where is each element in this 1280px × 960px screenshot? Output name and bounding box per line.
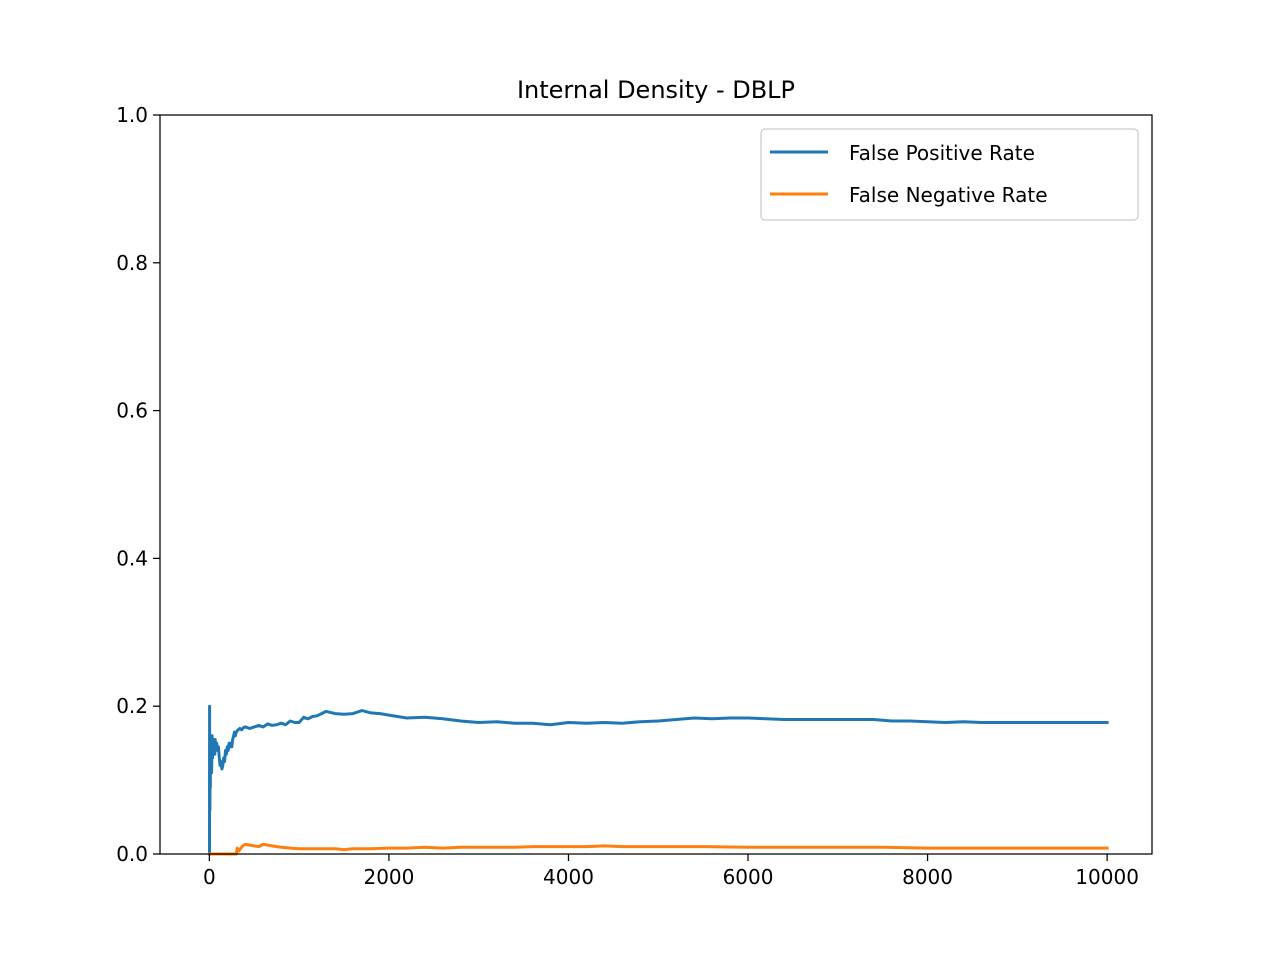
legend-box xyxy=(760,128,1139,221)
series-line-false-positive-rate xyxy=(207,704,1109,856)
series-line-false-negative-rate xyxy=(207,842,1109,856)
y-tick-label: 0.0 xyxy=(116,842,148,866)
y-tick-label: 0.4 xyxy=(116,546,148,570)
axes-background xyxy=(160,115,1152,854)
x-tick-label: 10000 xyxy=(1075,865,1139,889)
chart-title: Internal Density - DBLP xyxy=(517,76,795,104)
x-tick-label: 0 xyxy=(203,865,216,889)
x-tick-label: 8000 xyxy=(902,865,953,889)
axes-frame xyxy=(159,114,1153,855)
x-tick-label: 6000 xyxy=(723,865,774,889)
series-layer xyxy=(207,704,1109,856)
legend-label: False Positive Rate xyxy=(849,141,1035,165)
y-tick-label: 0.2 xyxy=(116,694,148,718)
x-axis: 0 2000 4000 6000 8000 10000 xyxy=(203,854,1139,889)
y-tick-label: 0.8 xyxy=(116,251,148,275)
y-tick-label: 0.6 xyxy=(116,399,148,423)
y-tick-label: 1.0 xyxy=(116,103,148,127)
x-tick-label: 4000 xyxy=(543,865,594,889)
y-axis: 0.0 0.2 0.4 0.6 0.8 1.0 xyxy=(116,103,160,866)
legend-label: False Negative Rate xyxy=(849,183,1048,207)
x-tick-label: 2000 xyxy=(363,865,414,889)
plot-area xyxy=(160,115,1152,854)
legend: False Positive Rate False Negative Rate xyxy=(760,128,1139,221)
